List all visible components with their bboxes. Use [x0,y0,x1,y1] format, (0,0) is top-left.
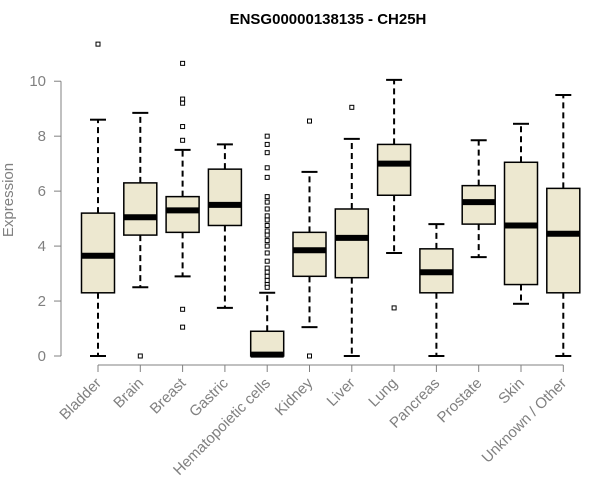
box-group [292,118,327,359]
box-group [419,223,454,357]
y-tick-label: 4 [38,238,46,255]
outlier-point [180,60,186,66]
outlier-point [264,238,270,244]
box-group [503,122,539,305]
box-group [207,143,243,309]
outlier-point [264,150,270,156]
box-group [376,78,412,311]
outlier-point [264,269,270,275]
outlier-point [180,137,186,143]
outlier-point [180,100,186,106]
x-tick-label: Prostate [434,375,486,427]
box-iqr [165,195,200,234]
y-tick-label: 6 [38,183,46,200]
box-iqr [292,231,327,278]
outlier-point [264,228,270,234]
outlier-point [264,265,270,271]
y-tick-label: 10 [29,73,46,90]
box-group [165,60,200,330]
outlier-point [264,165,270,171]
outlier-point [264,194,270,200]
y-tick-label: 2 [38,293,46,310]
outlier-point [264,273,270,279]
outlier-point [180,306,186,312]
outlier-point [349,104,355,110]
outlier-point [264,250,270,256]
outlier-point [264,141,270,147]
box-group [80,41,116,357]
chart-title: ENSG00000138135 - CH25H [230,11,427,28]
outlier-point [180,324,186,330]
y-tick-label: 0 [38,348,46,365]
outlier-point [264,174,270,180]
box-iqr [123,182,158,236]
outlier-point [180,96,186,102]
x-tick-label: Brain [110,375,147,412]
outlier-point [264,133,270,139]
outlier-point [264,284,270,290]
outlier-point [264,232,270,238]
outlier-point [264,217,270,223]
box-group [249,133,285,358]
y-axis-label: Expression [0,163,17,237]
x-tick-label: Liver [324,375,359,410]
outlier-point [307,353,312,359]
outlier-point [180,124,186,130]
box-group [546,93,581,357]
outlier-point [264,243,270,249]
boxes-layer [80,41,581,359]
outlier-point [95,41,101,47]
x-tick-label: Lung [365,375,401,411]
box-iqr [546,187,581,294]
box-iqr [207,168,243,227]
outlier-point [264,222,270,228]
x-tick-label: Skin [495,375,528,408]
outlier-point [264,277,270,283]
outlier-point [391,305,397,311]
outlier-point [307,118,312,124]
x-tick-label: Breast [147,374,190,417]
outlier-point [264,258,270,264]
box-iqr [376,143,412,197]
box-group [334,104,370,357]
outlier-point [264,213,270,219]
y-axis: 0 2 4 6 8 10 [29,73,62,365]
outlier-point [264,199,270,205]
box-group [461,139,496,259]
x-tick-label: Bladder [56,375,105,424]
box-group [123,111,158,359]
outlier-point [137,353,143,359]
y-tick-label: 8 [38,128,46,145]
outlier-point [264,206,270,212]
x-tick-label: Kidney [272,374,317,419]
box-iqr [334,208,370,279]
